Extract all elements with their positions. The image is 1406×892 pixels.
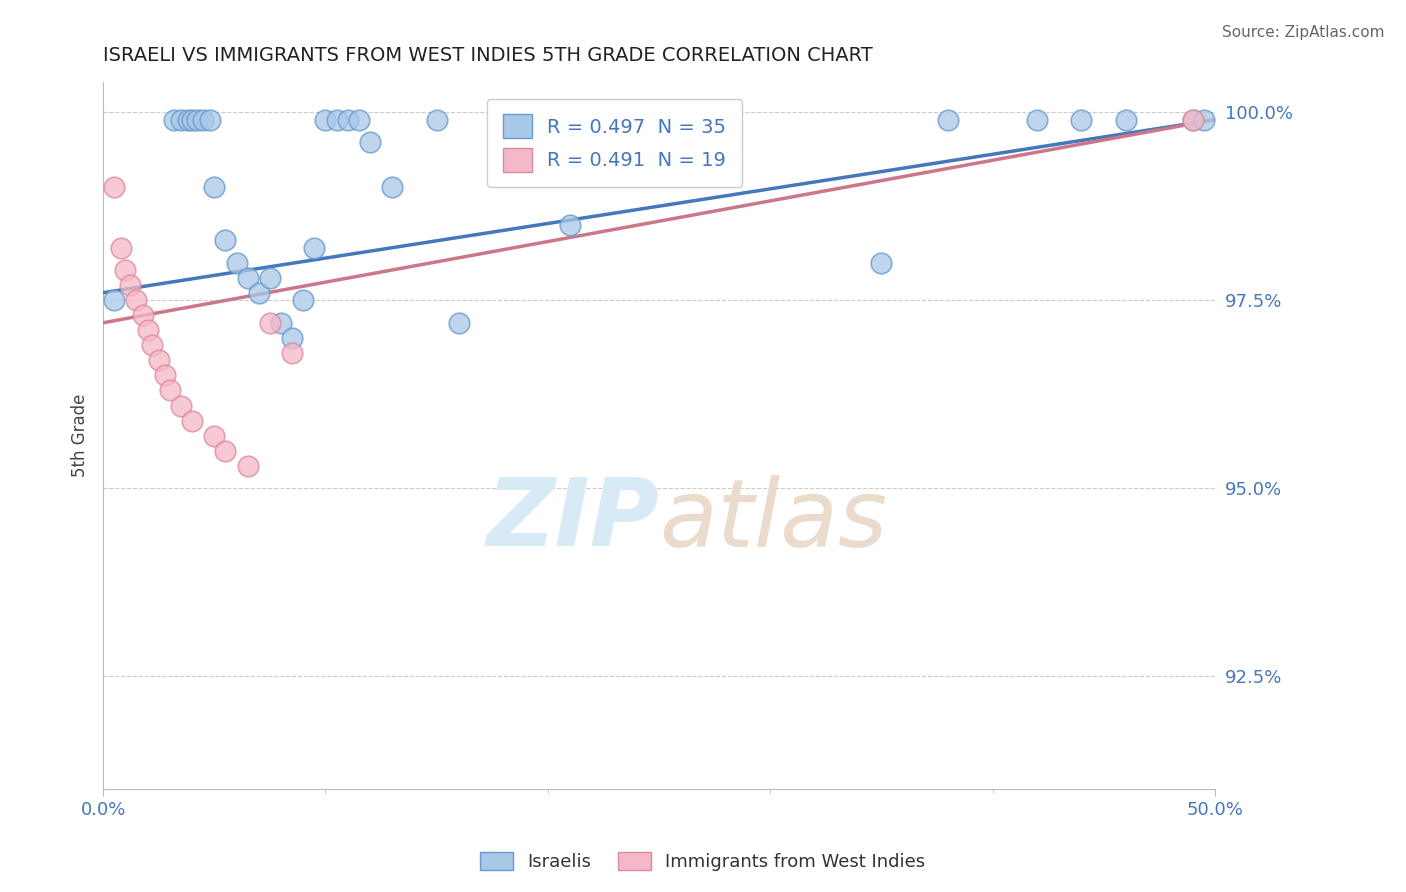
Text: Source: ZipAtlas.com: Source: ZipAtlas.com [1222,25,1385,40]
Y-axis label: 5th Grade: 5th Grade [72,394,89,477]
Point [1181,112,1204,127]
Point [186,112,208,127]
Point [936,112,959,127]
Point [359,135,381,149]
Point [1070,112,1092,127]
Legend: R = 0.497  N = 35, R = 0.491  N = 19: R = 0.497 N = 35, R = 0.491 N = 19 [486,99,742,187]
Point [181,112,204,127]
Point [259,270,281,285]
Point [870,255,893,269]
Point [136,323,159,337]
Point [259,316,281,330]
Text: ZIP: ZIP [486,475,659,566]
Point [558,218,581,232]
Point [214,443,236,458]
Point [1181,112,1204,127]
Point [103,180,125,194]
Point [336,112,359,127]
Point [347,112,370,127]
Point [114,263,136,277]
Point [163,112,186,127]
Point [125,293,148,308]
Point [304,241,326,255]
Point [292,293,315,308]
Point [1026,112,1049,127]
Point [314,112,336,127]
Point [141,338,163,352]
Point [1192,112,1215,127]
Point [193,112,215,127]
Point [159,384,181,398]
Point [325,112,347,127]
Point [214,233,236,247]
Point [1115,112,1137,127]
Point [270,316,292,330]
Point [714,112,737,127]
Point [181,414,204,428]
Point [202,180,225,194]
Point [281,346,304,360]
Point [103,293,125,308]
Point [225,255,247,269]
Legend: Israelis, Immigrants from West Indies: Israelis, Immigrants from West Indies [474,845,932,879]
Point [110,241,132,255]
Text: ISRAELI VS IMMIGRANTS FROM WEST INDIES 5TH GRADE CORRELATION CHART: ISRAELI VS IMMIGRANTS FROM WEST INDIES 5… [103,46,873,65]
Point [236,458,259,473]
Point [148,353,170,368]
Point [426,112,449,127]
Point [170,112,193,127]
Text: atlas: atlas [659,475,887,566]
Point [176,112,198,127]
Point [381,180,404,194]
Point [170,399,193,413]
Point [198,112,221,127]
Point [236,270,259,285]
Point [447,316,470,330]
Point [281,331,304,345]
Point [118,278,141,293]
Point [155,368,177,383]
Point [202,428,225,442]
Point [132,308,155,322]
Point [247,285,270,300]
